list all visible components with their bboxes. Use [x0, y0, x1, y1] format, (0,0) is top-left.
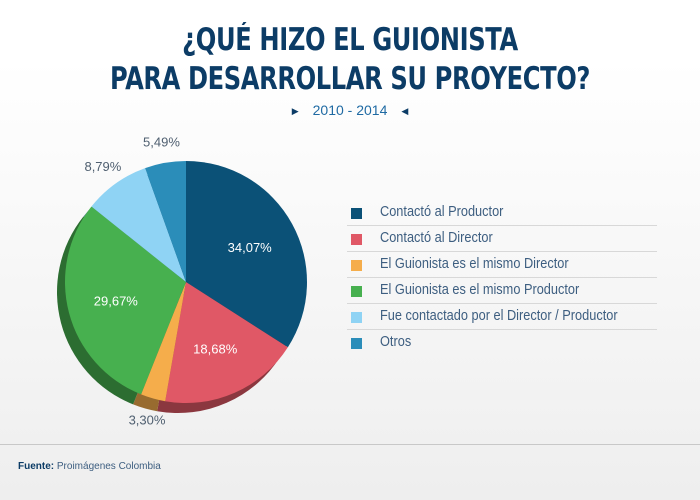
pie-slice-0[interactable]	[186, 161, 307, 348]
legend-swatch	[351, 286, 362, 297]
pie-label-0: 34,07%	[228, 240, 273, 255]
pie-slice-1[interactable]	[165, 282, 288, 403]
legend-label: Contactó al Director	[380, 230, 493, 246]
source-note: Fuente: Proimágenes Colombia	[18, 461, 161, 472]
title-line-1: ¿QUÉ HIZO EL GUIONISTA	[182, 22, 518, 58]
legend-swatch	[351, 312, 362, 323]
source-text: Proimágenes Colombia	[56, 461, 161, 472]
period-text: 2010 - 2014	[312, 102, 388, 118]
footer-divider	[0, 444, 700, 445]
period-subtitle: ▶ 2010 - 2014 ◀	[0, 102, 700, 118]
legend-label: Fue contactado por el Director / Product…	[380, 308, 618, 324]
legend-label: Contactó al Productor	[380, 204, 504, 220]
pie-slice-2[interactable]	[141, 282, 186, 402]
legend-label: El Guionista es el mismo Director	[380, 256, 569, 272]
legend-item: Contactó al Director	[347, 226, 657, 252]
legend-item: El Guionista es el mismo Productor	[347, 278, 657, 304]
legend-item: Fue contactado por el Director / Product…	[347, 304, 657, 330]
pie-label-5: 5,49%	[143, 134, 180, 149]
legend-item: El Guionista es el mismo Director	[347, 252, 657, 278]
title-line-2: PARA DESARROLLAR SU PROYECTO?	[109, 61, 591, 97]
legend-label: El Guionista es el mismo Productor	[380, 282, 580, 298]
legend-swatch	[351, 208, 362, 219]
legend-swatch	[351, 338, 362, 349]
triangle-left-icon: ◀	[401, 106, 409, 116]
pie-slice-5[interactable]	[145, 161, 186, 282]
legend-swatch	[351, 234, 362, 245]
legend: Contactó al Productor Contactó al Directo…	[347, 200, 657, 355]
pie-slice-3[interactable]	[64, 206, 186, 395]
pie-slice-4[interactable]	[91, 168, 186, 282]
pie-slices	[64, 161, 307, 403]
legend-label: Otros	[380, 334, 412, 350]
pie-label-4: 8,79%	[84, 159, 121, 174]
triangle-right-icon: ▶	[291, 106, 299, 116]
legend-item: Otros	[347, 330, 657, 355]
pie-labels: 34,07% 18,68% 3,30% 29,67% 8,79% 5,49%	[84, 134, 272, 427]
source-prefix: Fuente:	[18, 461, 55, 472]
legend-swatch	[351, 260, 362, 271]
legend-item: Contactó al Productor	[347, 200, 657, 226]
pie-label-2: 3,30%	[129, 412, 166, 427]
pie-label-3: 29,67%	[94, 294, 139, 309]
pie-label-1: 18,68%	[193, 341, 238, 356]
